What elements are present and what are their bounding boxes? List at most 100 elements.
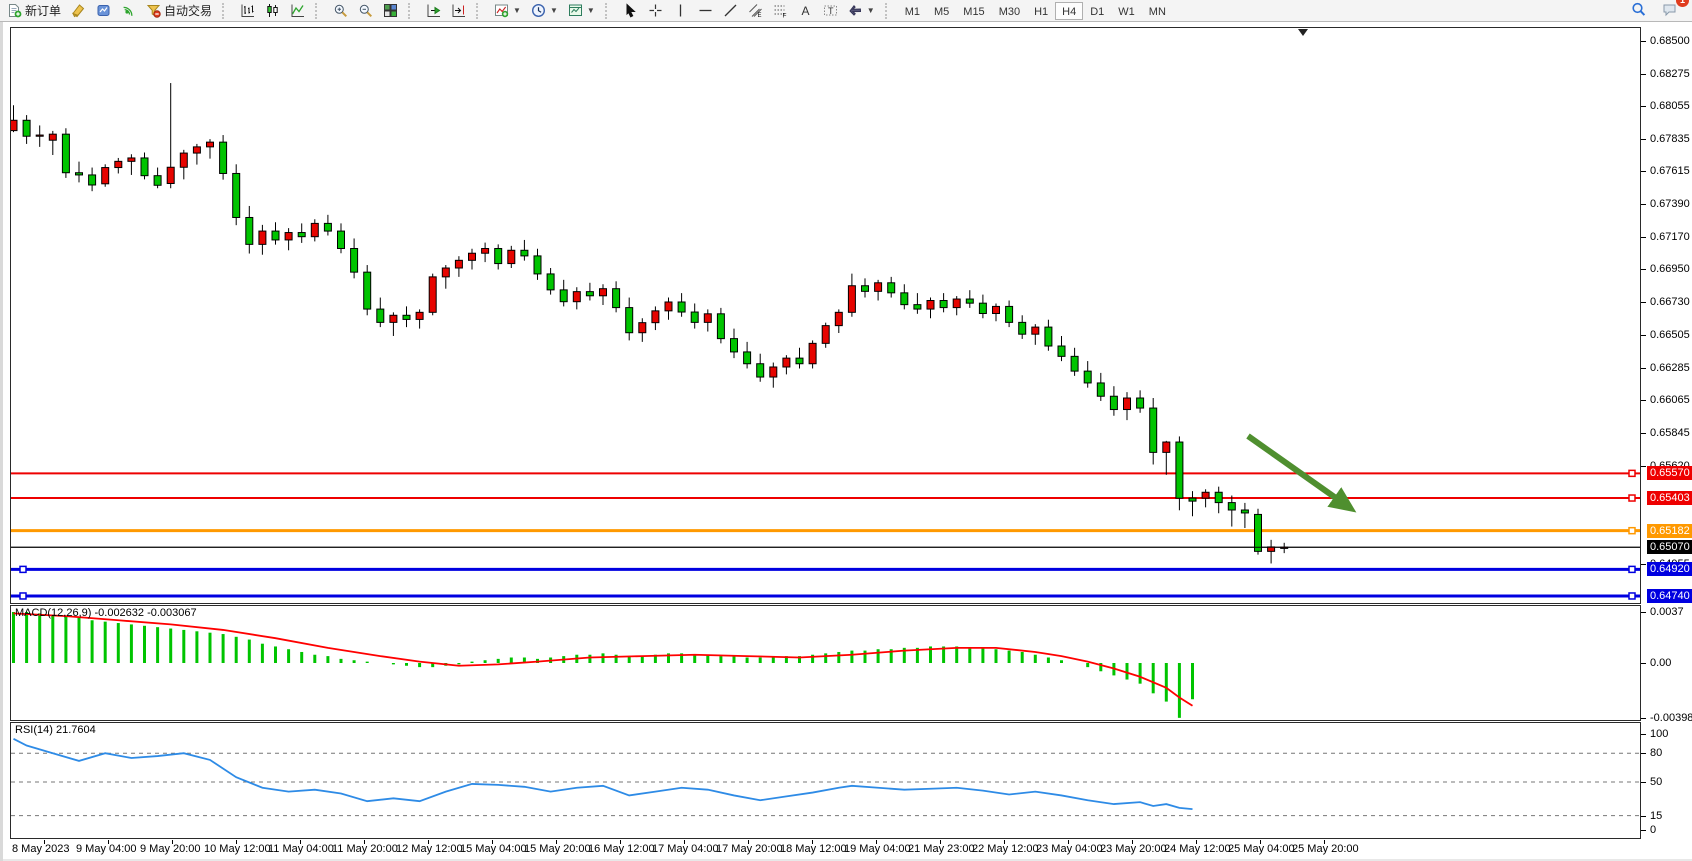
date-axis-label: 16 May 12:00 (588, 843, 655, 855)
macd-pane[interactable]: MACD(12,26,9) -0.002632 -0.003067 (10, 605, 1641, 721)
price-axis[interactable]: 0.68500 0.68275 0.68055 0.67835 0.67615 0.673… (1641, 22, 1692, 839)
date-axis-tick (44, 840, 45, 844)
periods-button[interactable]: ▼ (526, 1, 563, 21)
metaeditor-button[interactable] (66, 1, 91, 21)
indicators-icon (494, 3, 509, 18)
tf-h1[interactable]: H1 (1027, 2, 1055, 20)
bear-candle (1096, 382, 1105, 397)
chevron-down-icon[interactable]: ▼ (549, 6, 558, 15)
date-axis-label: 18 May 12:00 (780, 843, 847, 855)
axis-tick (1641, 564, 1646, 566)
tf-h4[interactable]: H4 (1055, 1, 1084, 20)
arrows-button[interactable]: ▼ (843, 1, 880, 21)
chevron-down-icon[interactable]: ▼ (513, 6, 521, 15)
vertical-line-button[interactable] (668, 1, 693, 21)
tf-m1[interactable]: M1 (898, 2, 927, 20)
bear-candle (965, 298, 974, 304)
zoom-in-button[interactable] (328, 1, 353, 21)
price-axis-label: 0.68275 (1650, 67, 1690, 80)
line-selection-handle[interactable] (19, 592, 27, 600)
chevron-down-icon[interactable]: ▼ (866, 6, 875, 15)
line-selection-handle[interactable] (1628, 565, 1636, 574)
text-icon: A (798, 3, 813, 18)
horizontal-lines[interactable] (11, 472, 1640, 598)
axis-tick (1641, 236, 1646, 238)
date-axis-tick (172, 840, 173, 844)
toolbar-right: 1 (1626, 0, 1690, 22)
bear-candle (861, 285, 869, 292)
indicators-button[interactable]: ▼ (489, 1, 526, 21)
tf-m30[interactable]: M30 (992, 2, 1027, 20)
bear-candle (1109, 395, 1118, 411)
bear-candle (1070, 355, 1079, 372)
tile-windows-button[interactable] (378, 1, 403, 21)
candlestick-chart[interactable] (11, 28, 1640, 603)
line-selection-handle[interactable] (1628, 526, 1636, 535)
chart-shift-button[interactable] (446, 1, 471, 21)
candlestick-chart-button[interactable] (260, 1, 285, 21)
date-axis-label: 25 May 20:00 (1292, 843, 1359, 855)
toolbar-separator (408, 2, 417, 19)
chart-shift-marker[interactable] (1298, 29, 1308, 36)
date-axis-label: 11 May 20:00 (332, 843, 398, 855)
bear-candle (939, 300, 948, 309)
new-order-button[interactable]: 新订单 (2, 1, 66, 21)
new-order-icon (7, 3, 22, 18)
line-selection-handle[interactable] (1628, 469, 1636, 478)
macd-chart[interactable] (11, 606, 1640, 720)
tf-m15[interactable]: M15 (956, 2, 991, 20)
market-watch-button[interactable] (91, 1, 116, 21)
crosshair-button[interactable] (643, 1, 668, 21)
macd-axis-label: 0.00 (1650, 657, 1672, 669)
main-price-pane[interactable] (10, 27, 1641, 604)
bear-candle (88, 174, 97, 186)
signals-button[interactable] (116, 1, 141, 21)
date-axis-label: 24 May 12:00 (1164, 843, 1231, 855)
axis-tick (1641, 335, 1646, 337)
trend-line-button[interactable] (718, 1, 743, 21)
date-axis[interactable]: 8 May 2023 9 May 04:00 9 May 20:00 10 May 1… (3, 840, 1692, 859)
search-button[interactable] (1626, 0, 1651, 19)
bear-candle (1214, 491, 1223, 504)
bear-candle (1083, 370, 1092, 384)
tf-mn[interactable]: MN (1142, 2, 1173, 20)
bull-candle (599, 288, 607, 297)
tf-w1[interactable]: W1 (1111, 2, 1142, 20)
fibonacci-button[interactable]: F (768, 1, 793, 21)
date-axis-tick (556, 840, 557, 844)
cursor-button[interactable] (618, 1, 643, 21)
tf-d1[interactable]: D1 (1083, 2, 1111, 20)
date-axis-tick (684, 840, 685, 844)
macd-value-signal: -0.003067 (147, 607, 197, 619)
tf-m5[interactable]: M5 (927, 2, 956, 20)
line-selection-handle[interactable] (1628, 592, 1636, 600)
auto-trading-button[interactable]: 自动交易 (141, 1, 217, 21)
rsi-pane[interactable]: RSI(14) 21.7604 (10, 722, 1641, 839)
bear-candle (913, 304, 922, 310)
rsi-chart[interactable] (11, 723, 1640, 838)
axis-tick (1641, 269, 1646, 271)
toolbar-separator (476, 2, 485, 19)
bull-candle (808, 342, 817, 365)
zoom-out-button[interactable] (353, 1, 378, 21)
equidistant-channel-button[interactable]: E (743, 1, 768, 21)
bear-candle (1254, 513, 1262, 552)
horizontal-line-button[interactable] (693, 1, 718, 21)
auto-scroll-button[interactable] (421, 1, 446, 21)
line-selection-handle[interactable] (1628, 494, 1636, 502)
trend-line-icon (723, 3, 738, 18)
chevron-down-icon[interactable]: ▼ (586, 6, 595, 15)
macd-label: MACD(12,26,9) -0.002632 -0.003067 (15, 607, 197, 619)
trend-arrow-annotation[interactable] (1246, 433, 1357, 513)
bar-chart-button[interactable] (235, 1, 260, 21)
line-chart-button[interactable] (285, 1, 310, 21)
price-axis-label: 0.67390 (1650, 198, 1690, 211)
rsi-axis-label: 0 (1650, 824, 1657, 836)
autotrading-icon (146, 3, 161, 18)
templates-button[interactable]: ▼ (563, 1, 600, 21)
line-selection-handle[interactable] (19, 565, 27, 574)
text-label-button[interactable]: T (818, 1, 843, 21)
chat-button[interactable] (1657, 0, 1682, 19)
bear-candle (585, 291, 594, 297)
text-button[interactable]: A (793, 1, 818, 21)
